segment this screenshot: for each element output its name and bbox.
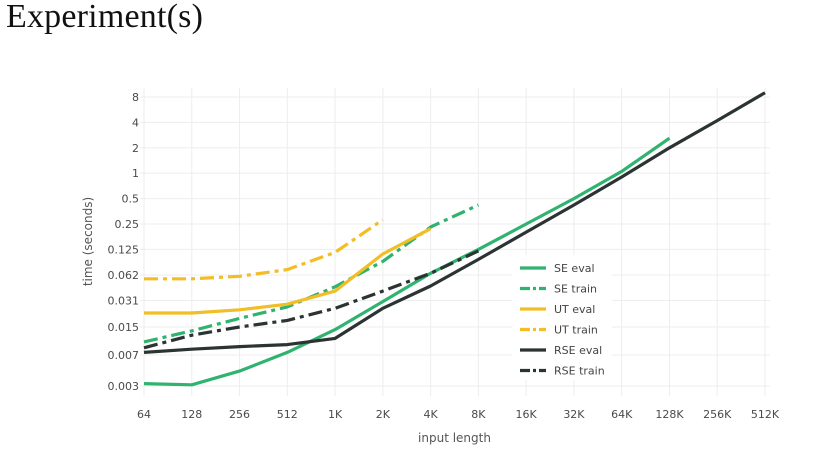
- legend-label: SE eval: [554, 262, 595, 275]
- x-tick-label: 512: [277, 408, 298, 421]
- x-tick-label: 128: [181, 408, 202, 421]
- x-tick-label: 64K: [611, 408, 633, 421]
- y-tick-label: 0.25: [115, 218, 140, 231]
- series-line-rse-train: [143, 249, 480, 350]
- x-tick-label: 256: [229, 408, 250, 421]
- x-tick-label: 16K: [516, 408, 538, 421]
- y-tick-label: 4: [132, 116, 139, 129]
- legend-label: UT train: [554, 324, 598, 337]
- legend-label: RSE eval: [554, 344, 602, 357]
- legend: SE eval SE train UT eval UT train RSE eval RS…: [512, 255, 612, 380]
- y-tick-label: 0.015: [108, 321, 140, 334]
- x-tick-label: 128K: [655, 408, 684, 421]
- x-tick-label: 2K: [376, 408, 391, 421]
- slide-title: Experiment(s): [6, 0, 204, 35]
- x-tick-label: 32K: [563, 408, 585, 421]
- series-line-se-eval: [143, 136, 671, 387]
- series-lines: [143, 91, 766, 387]
- grid: [140, 88, 770, 396]
- y-tick-label: 8: [132, 91, 139, 104]
- x-tick-label: 64: [137, 408, 151, 421]
- legend-label: UT eval: [554, 303, 595, 316]
- legend-background: [512, 255, 612, 380]
- x-tick-label: 1K: [328, 408, 343, 421]
- legend-label: SE train: [554, 283, 597, 296]
- x-axis-label: input length: [418, 431, 491, 445]
- x-tick-label: 4K: [424, 408, 439, 421]
- legend-label: RSE train: [554, 365, 605, 378]
- x-tick-labels: 64 128 256 512 1K 2K 4K 8K 16K 32K 64K 128K 256K 512K: [137, 408, 780, 421]
- series-line-ut-eval: [144, 227, 432, 315]
- y-tick-labels: 0.003 0.007 0.015 0.031 0.062 0.125 0.25 0.5 1 2 4…: [108, 91, 140, 393]
- y-tick-label: 0.031: [108, 294, 140, 307]
- y-axis-label: time (seconds): [81, 197, 95, 286]
- y-tick-label: 0.003: [108, 380, 140, 393]
- y-tick-label: 1: [132, 167, 139, 180]
- x-tick-label: 512K: [751, 408, 780, 421]
- y-tick-label: 0.007: [108, 349, 140, 362]
- x-tick-label: 8K: [471, 408, 486, 421]
- series-line-ut-train: [144, 218, 384, 281]
- y-tick-label: 0.125: [108, 243, 140, 256]
- series-line-rse-eval: [143, 91, 766, 354]
- y-tick-label: 0.5: [122, 193, 140, 206]
- x-tick-label: 256K: [703, 408, 732, 421]
- y-tick-label: 0.062: [108, 269, 140, 282]
- y-tick-label: 2: [132, 142, 139, 155]
